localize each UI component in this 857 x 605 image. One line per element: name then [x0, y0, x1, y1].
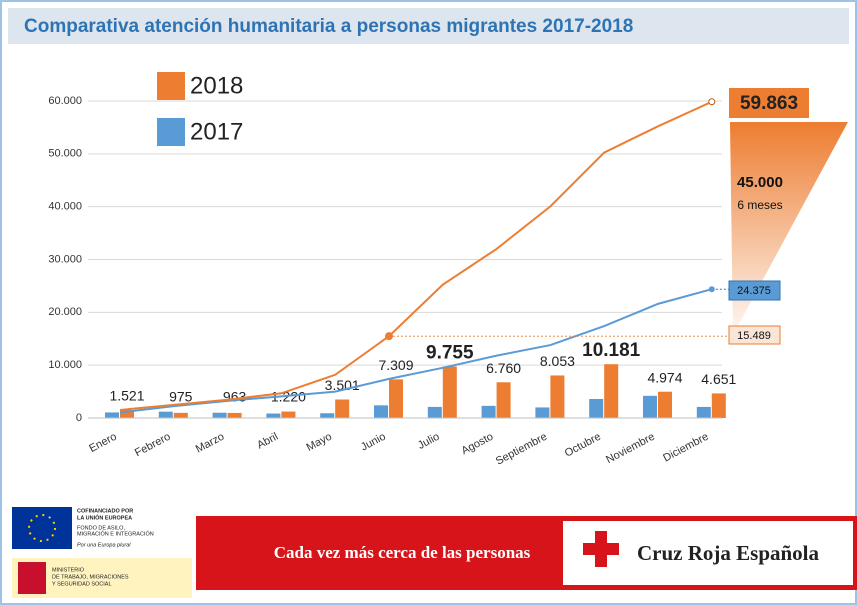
- bar: [389, 379, 403, 418]
- data-label: 8.053: [540, 353, 575, 369]
- total-2018-box: [729, 88, 809, 118]
- eu-flag: [12, 507, 72, 549]
- legend-swatch: [157, 72, 185, 100]
- bar: [442, 366, 457, 418]
- legend-label: 2017: [190, 118, 243, 145]
- coat-of-arms: [18, 562, 46, 594]
- bar: [604, 364, 619, 418]
- bar: [105, 412, 119, 418]
- data-label: 9.755: [426, 342, 474, 363]
- y-tick-label: 30.000: [48, 253, 82, 265]
- bar: [227, 412, 242, 418]
- data-label: 1.521: [109, 388, 144, 404]
- brand: Cruz Roja Española: [637, 541, 820, 565]
- chart-title: Comparativa atención humanitaria a perso…: [24, 16, 633, 37]
- eu-line: FONDO DE ASILO,: [77, 525, 125, 531]
- bar: [550, 375, 565, 418]
- data-label: 10.181: [582, 340, 641, 361]
- slogan: Cada vez más cerca de las personas: [274, 543, 531, 562]
- bar: [158, 411, 173, 418]
- cumulative-line: [119, 288, 713, 414]
- june-2018-box: [728, 325, 781, 345]
- difference: 45.000: [737, 174, 783, 191]
- ministry-line: Y SEGURIDAD SOCIAL: [52, 581, 112, 587]
- bar: [496, 382, 511, 418]
- end-point: [708, 98, 716, 106]
- bar: [120, 409, 134, 418]
- bar: [535, 407, 550, 418]
- y-tick-label: 10.000: [48, 359, 82, 371]
- bar: [374, 405, 388, 418]
- bar: [212, 412, 227, 418]
- bar: [320, 413, 335, 418]
- bar: [711, 393, 726, 418]
- y-tick-label: 20.000: [48, 306, 82, 318]
- bar: [658, 391, 672, 418]
- eu-stars: [28, 514, 56, 542]
- june-2018: 15.489: [737, 330, 771, 342]
- total-2017: 24.375: [737, 285, 771, 297]
- y-tick-label: 0: [76, 412, 82, 424]
- y-tick-label: 50.000: [48, 148, 82, 160]
- data-label: 7.309: [378, 357, 413, 373]
- total-2017-box: [728, 280, 781, 301]
- total-2018: 59.863: [740, 93, 798, 114]
- data-label: 975: [169, 389, 193, 405]
- bar: [427, 406, 442, 418]
- red-cross: [583, 531, 619, 567]
- bar: [266, 413, 281, 418]
- period: 6 meses: [737, 198, 782, 212]
- bar: [481, 405, 496, 418]
- ministry-line: DE TRABAJO, MIGRACIONES: [52, 574, 129, 580]
- cumulative-line: [119, 100, 713, 411]
- eu-line: COFINANCIADO POR: [77, 508, 133, 514]
- bar: [643, 395, 657, 418]
- data-label: 3.501: [325, 377, 360, 393]
- bar: [589, 398, 604, 418]
- eu-line: Por una Europa plural: [77, 542, 131, 548]
- eu-line: MIGRACIÓN E INTEGRACIÓN: [77, 530, 154, 537]
- bar: [173, 412, 188, 418]
- bar: [335, 399, 350, 418]
- bar: [281, 411, 296, 418]
- data-label: 4.974: [647, 369, 682, 385]
- y-tick-label: 60.000: [48, 95, 82, 107]
- title-bar: [8, 8, 849, 44]
- legend-swatch: [157, 118, 185, 146]
- y-tick-label: 40.000: [48, 201, 82, 213]
- data-label: 6.760: [486, 360, 521, 376]
- plot: 010.00020.00030.00040.00050.00060.000Ene…: [48, 72, 737, 468]
- june-point: [385, 332, 393, 341]
- ministry-line: MINISTERIO: [52, 567, 85, 573]
- bar: [696, 406, 711, 418]
- eu-line: LA UNIÓN EUROPEA: [77, 513, 132, 521]
- end-point: [708, 286, 715, 293]
- data-label: 4.651: [701, 371, 736, 387]
- data-label: 963: [223, 389, 247, 405]
- legend-label: 2018: [190, 72, 243, 99]
